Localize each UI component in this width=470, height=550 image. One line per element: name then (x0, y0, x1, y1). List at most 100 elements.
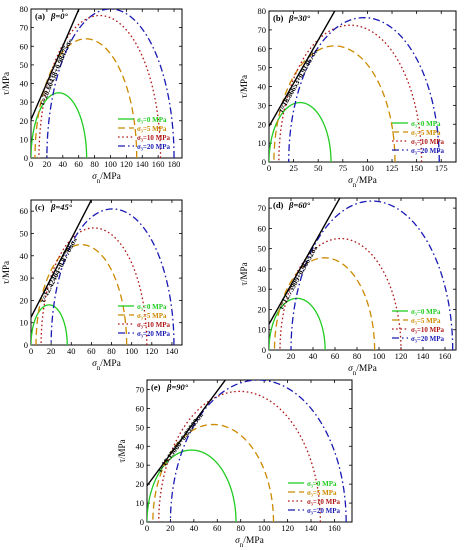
y-tick-label: 40 (136, 441, 145, 451)
plot-area (269, 11, 440, 162)
legend-entry: σ₃=5 MPa (137, 312, 167, 320)
x-tick-label: 20 (43, 159, 52, 169)
legend-entry: σ₃=0 MPa (411, 308, 441, 316)
y-tick-label: 10 (258, 138, 267, 148)
y-tick-label: 10 (136, 498, 145, 508)
panel-label: (d) (273, 200, 284, 210)
mohr-circle-s0 (31, 304, 68, 345)
y-tick-label: 30 (20, 97, 29, 107)
y-tick-label: 50 (258, 63, 267, 73)
chart-panel: 0 20 40 60 80 100 120 140 0 10 20 30 40 50 60 τ/MPa σn/M… (1, 199, 183, 372)
strength-envelope-line (31, 9, 80, 120)
y-tick-label: 10 (20, 318, 29, 328)
x-axis-label-unit: /MPa (356, 176, 377, 186)
panel-label: (b) (273, 13, 284, 23)
x-tick-label: 60 (213, 523, 222, 533)
x-tick-label: 60 (331, 351, 340, 361)
y-tick-label: 20 (258, 304, 267, 314)
legend-entry: σ₃=20 MPa (411, 147, 445, 155)
x-tick-label: 100 (104, 159, 117, 169)
y-tick-label: 30 (20, 273, 29, 283)
x-axis-label: σn/MPa (348, 176, 378, 189)
x-axis-label: σn/MPa (235, 536, 265, 549)
envelope-equation-label: τ=18.86653+0.91467σₙ (276, 47, 320, 115)
mohr-circle-s10 (40, 227, 148, 345)
x-tick-label: 175 (435, 163, 448, 173)
plot-area (31, 200, 175, 345)
legend-entry: σ₃=10 MPa (411, 138, 445, 146)
y-tick-label: 40 (258, 264, 267, 274)
y-tick-label: 0 (24, 153, 28, 163)
x-tick-label: 140 (136, 159, 149, 169)
y-tick-label: 0 (24, 340, 28, 350)
mohr-circle-s10 (278, 24, 423, 162)
y-tick-label: 50 (136, 422, 145, 432)
x-tick-label: 75 (339, 163, 348, 173)
x-tick-label: 20 (47, 346, 56, 356)
y-tick-label: 80 (258, 6, 267, 16)
mohr-circle-s20 (46, 9, 175, 158)
x-axis-label-subscript: n (97, 177, 101, 185)
x-tick-label: 180 (168, 159, 181, 169)
legend-entry: σ₃=5 MPa (411, 129, 441, 137)
x-axis-label-subscript: n (97, 364, 101, 372)
x-axis-label-subscript: n (240, 541, 244, 549)
legend-entry: σ₃=5 MPa (307, 489, 337, 497)
mohr-circle-s5 (273, 257, 376, 350)
x-tick-label: 100 (258, 523, 271, 533)
y-tick-label: 60 (258, 223, 267, 233)
y-tick-label: 70 (136, 384, 145, 394)
envelope-equation-label: τ=12.73909+0.96652σₙ (276, 244, 319, 312)
y-tick-label: 50 (20, 228, 29, 238)
strength-envelope-line (31, 200, 93, 318)
envelope-equation-label: τ=12.42404+0.87706σₙ (38, 236, 79, 305)
y-tick-label: 40 (20, 251, 29, 261)
y-axis-label: τ/MPa (117, 439, 127, 462)
y-tick-label: 50 (20, 60, 29, 70)
x-tick-label: 140 (305, 523, 318, 533)
y-axis-label: τ/MPa (239, 75, 249, 98)
x-axis-label-subscript: n (353, 181, 357, 189)
x-tick-label: 20 (166, 523, 175, 533)
y-tick-label: 30 (136, 460, 145, 470)
x-axis-label-symbol: σ (348, 364, 353, 374)
x-axis-label-unit: /MPa (100, 359, 121, 369)
mohr-circle-s5 (35, 243, 128, 345)
mohr-circle-s20 (290, 200, 454, 350)
mohr-circle-s20 (169, 380, 347, 522)
x-tick-label: 0 (29, 159, 33, 169)
x-axis-label: σn/MPa (348, 364, 378, 377)
legend-entry: σ₃=10 MPa (411, 326, 445, 334)
x-tick-label: 140 (166, 346, 179, 356)
x-tick-label: 160 (328, 523, 341, 533)
x-tick-label: 25 (289, 163, 298, 173)
y-tick-label: 30 (258, 100, 267, 110)
plot-area (147, 380, 347, 522)
legend-entry: σ₃=0 MPa (137, 303, 167, 311)
x-tick-label: 60 (74, 159, 83, 169)
x-axis-label-unit: /MPa (100, 172, 121, 182)
y-tick-label: 60 (258, 44, 267, 54)
y-tick-label: 70 (20, 23, 29, 33)
legend-entry: σ₃=20 MPa (137, 143, 171, 151)
x-tick-label: 150 (410, 163, 423, 173)
beta-label: β=90° (166, 382, 189, 392)
strength-envelope-line (147, 380, 227, 487)
legend-entry: σ₃=5 MPa (411, 317, 441, 325)
x-axis-label-unit: /MPa (356, 364, 377, 374)
plot-frame (30, 199, 183, 346)
plot-area (31, 9, 175, 158)
beta-label: β=0° (50, 11, 68, 21)
strength-envelope-line (269, 198, 341, 325)
x-tick-label: 100 (125, 346, 138, 356)
y-axis-label: τ/MPa (1, 72, 11, 95)
mohr-circle-s0 (31, 92, 88, 158)
x-tick-label: 80 (107, 346, 116, 356)
legend-entry: σ₃=20 MPa (411, 335, 445, 343)
legend-entry: σ₃=0 MPa (411, 120, 441, 128)
x-axis-label: σn/MPa (92, 172, 122, 185)
y-tick-label: 10 (258, 325, 267, 335)
plot-frame (146, 379, 353, 523)
x-tick-label: 80 (236, 523, 245, 533)
